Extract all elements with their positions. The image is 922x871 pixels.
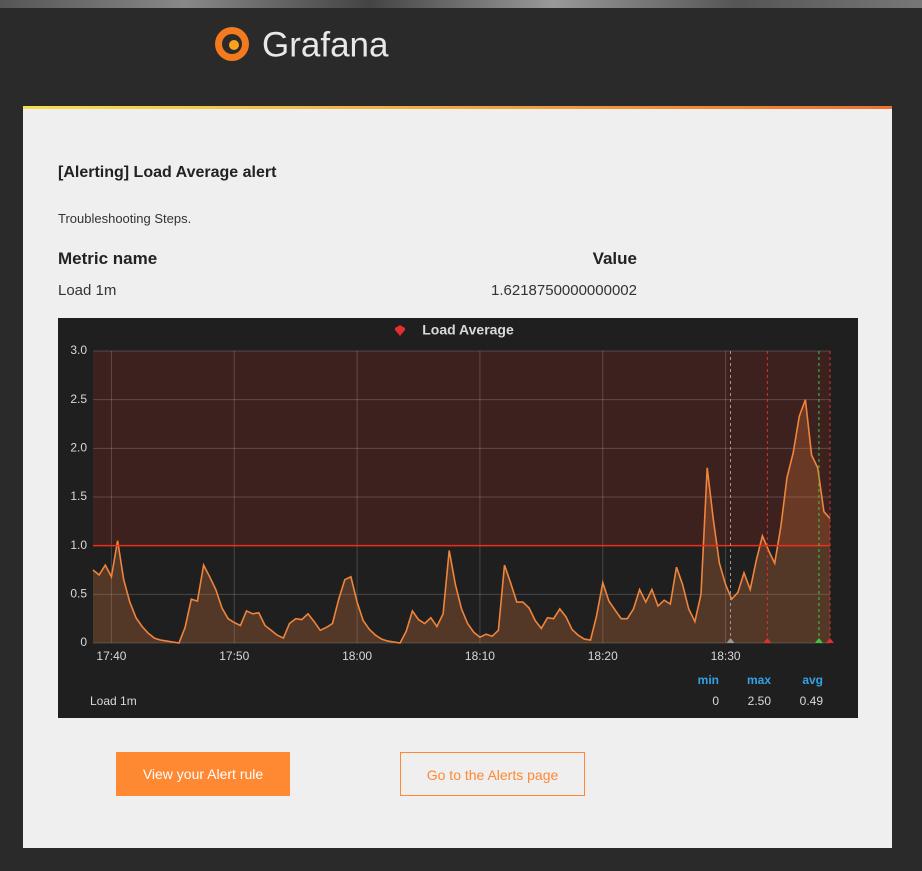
x-tick-label: 18:00: [342, 649, 372, 663]
chart: Load Average 0 0.5 1.0 1.5 2.0 2.5 3.0 17:40 17:…: [58, 318, 858, 718]
legend-column-header: min: [698, 673, 719, 687]
annotation-marker: [826, 638, 834, 643]
y-tick-label: 0.5: [70, 587, 87, 601]
x-tick-label: 18:20: [588, 649, 618, 663]
logo-icon-core: [229, 40, 239, 50]
annotation-marker: [763, 638, 772, 643]
legend-column-header: max: [747, 673, 771, 687]
email-card: [Alerting] Load Average alert Troublesho…: [23, 106, 892, 848]
logo-text: Grafana: [262, 25, 389, 64]
header-image: [0, 0, 922, 8]
table-header: Metric name: [58, 249, 158, 268]
area-fill: [93, 399, 830, 643]
logo: Grafana: [215, 25, 389, 64]
y-tick-label: 1.5: [70, 489, 87, 503]
legend-stat: 0: [712, 694, 719, 708]
series-line: [92, 399, 831, 644]
y-tick-label: 1.0: [70, 538, 87, 552]
panel-background: [58, 318, 858, 718]
x-tick-label: 17:40: [96, 649, 126, 663]
threshold-region: [93, 351, 830, 546]
y-tick-label: 2.5: [70, 392, 87, 406]
view-alert-rule-button[interactable]: View your Alert rule: [116, 752, 290, 796]
alert-icon: [395, 325, 405, 336]
x-tick-label: 18:30: [711, 649, 741, 663]
legend-stat: 2.50: [748, 694, 772, 708]
alert-title: [Alerting] Load Average alert: [58, 164, 277, 181]
x-tick-label: 17:50: [219, 649, 249, 663]
annotation-marker: [726, 638, 735, 643]
legend-stat: 0.49: [800, 694, 824, 708]
alert-message: Troubleshooting Steps.: [58, 211, 192, 226]
annotation-marker: [814, 638, 823, 643]
legend-column-header: avg: [802, 673, 823, 687]
table-cell: 1.6218750000000002: [491, 282, 637, 299]
panel-title: Load Average: [422, 322, 514, 338]
x-tick-label: 18:10: [465, 649, 495, 663]
y-tick-label: 0: [80, 635, 87, 649]
y-tick-label: 2.0: [70, 441, 87, 455]
table-cell: Load 1m: [58, 282, 117, 299]
legend-name: Load 1m: [90, 694, 137, 708]
alerts-page-button[interactable]: Go to the Alerts page: [400, 752, 585, 796]
y-tick-label: 3.0: [70, 343, 87, 357]
table-header: Value: [592, 249, 637, 268]
